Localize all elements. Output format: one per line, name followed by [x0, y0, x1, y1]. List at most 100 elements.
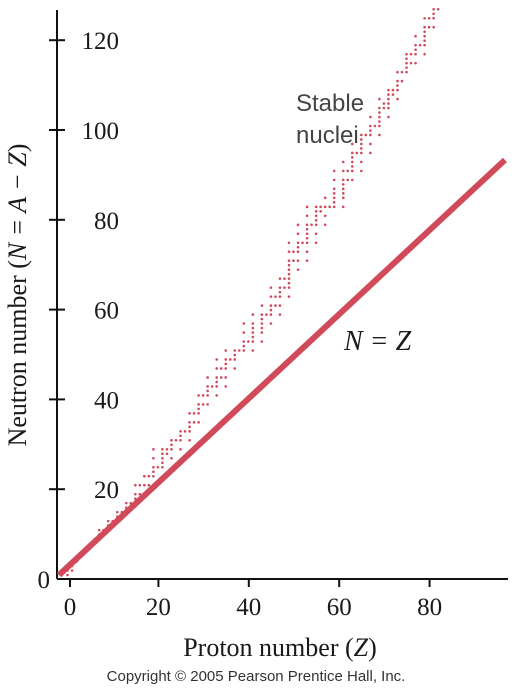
stable-nucleus-point — [360, 133, 363, 137]
stable-nucleus-point — [215, 367, 218, 370]
x-axis-label: Proton number (Z) — [183, 633, 377, 662]
stable-nucleus-point — [423, 52, 426, 56]
stable-nucleus-point — [378, 111, 381, 114]
stable-nucleus-point — [360, 160, 363, 164]
y-tick-label: 40 — [94, 387, 119, 414]
y-axis-label-suffix: ) — [3, 144, 32, 153]
stable-nucleus-point — [224, 376, 228, 379]
stable-nucleus-point — [165, 452, 169, 456]
stable-nucleus-point — [387, 106, 390, 110]
stable-nucleus-point — [192, 421, 196, 424]
stable-nucleus-point — [206, 376, 209, 379]
stable-nucleus-point — [147, 474, 151, 478]
stable-nucleus-point — [260, 340, 264, 343]
stable-nucleus-point — [278, 290, 282, 294]
stable-nucleus-point — [350, 178, 354, 182]
stable-nucleus-point — [405, 52, 408, 56]
stable-nucleus-point — [260, 326, 264, 330]
stable-nucleus-point — [409, 61, 413, 65]
stable-nucleus-point — [287, 281, 291, 285]
stable-nucleus-point — [242, 340, 246, 343]
copyright-notice: Copyright © 2005 Pearson Prentice Hall, … — [106, 668, 406, 685]
y-tick-label: 80 — [94, 208, 119, 235]
stable-nucleus-point — [373, 124, 377, 128]
stable-nucleus-point — [387, 88, 390, 92]
stable-nucleus-point — [161, 456, 164, 460]
stable-nucleus-point — [369, 151, 372, 155]
stable-nucleus-point — [206, 389, 209, 393]
stable-nucleus-point — [265, 313, 268, 316]
stable-nucleus-point — [224, 358, 228, 361]
stable-nucleus-point — [188, 439, 191, 442]
stable-nucleus-point — [287, 259, 291, 263]
stable-nucleus-point — [97, 528, 101, 532]
stable-nucleus-point — [423, 25, 426, 29]
stable-nucleus-point — [224, 385, 228, 388]
stable-nucleus-point — [152, 470, 155, 474]
stable-nuclei-label-line1: Stable — [296, 90, 364, 117]
stable-nucleus-point — [369, 133, 372, 137]
stable-nucleus-point — [414, 61, 417, 65]
stable-nucleus-point — [369, 142, 372, 146]
stable-nucleus-point — [387, 102, 390, 105]
stable-nucleus-point — [323, 223, 327, 227]
stable-nucleus-point — [197, 407, 200, 411]
stable-nucleus-point — [305, 259, 309, 263]
stable-nucleus-point — [147, 483, 151, 487]
stable-nucleus-point — [387, 93, 390, 96]
stable-nucleus-point — [323, 196, 327, 200]
stable-nucleus-point — [152, 465, 155, 469]
y-axis-label-formula: N = A − Z — [3, 152, 32, 261]
stable-nucleus-point — [378, 133, 381, 137]
stable-nucleus-point — [423, 16, 426, 20]
y-tick-label: 100 — [82, 118, 120, 145]
stable-nucleus-point — [260, 322, 264, 325]
stable-nucleus-point — [364, 133, 368, 137]
stable-nucleus-point — [161, 447, 164, 451]
stable-nucleus-point — [237, 349, 241, 352]
stable-nucleus-point — [396, 79, 399, 83]
stable-nucleus-point — [314, 232, 318, 236]
stable-nucleus-point — [405, 61, 408, 65]
stable-nucleus-point — [278, 286, 282, 289]
stable-nucleus-point — [418, 43, 422, 47]
stable-nucleus-point — [396, 88, 399, 92]
stable-nucleus-point — [391, 93, 395, 96]
y-tick-label: 60 — [94, 298, 119, 325]
stable-nucleus-point — [400, 70, 404, 74]
stable-nucleus-point — [378, 124, 381, 128]
stable-nucleus-point — [201, 394, 205, 397]
stable-nucleus-point — [323, 205, 327, 209]
stable-nucleus-point — [170, 439, 173, 442]
stable-nucleus-point — [269, 313, 273, 316]
stable-nuclei-series — [66, 7, 440, 577]
stable-nucleus-point — [341, 196, 345, 200]
x-axis-label-suffix: ) — [368, 633, 377, 662]
stable-nucleus-point — [269, 295, 273, 298]
stable-nucleus-point — [269, 308, 273, 312]
stable-nucleus-point — [423, 39, 426, 42]
stable-nucleus-point — [269, 304, 273, 307]
stable-nucleus-point — [360, 142, 363, 146]
stable-nucleus-point — [409, 52, 413, 56]
stable-nucleus-point — [305, 232, 309, 236]
stable-nucleus-point — [319, 205, 322, 209]
stable-nucleus-point — [215, 385, 218, 388]
stable-nucleus-point — [350, 165, 354, 168]
stable-nucleus-point — [206, 385, 209, 388]
y-tick-label: 20 — [94, 477, 119, 504]
stable-nucleus-point — [350, 160, 354, 164]
stable-nucleus-point — [233, 349, 237, 352]
stable-nucleus-point — [274, 304, 277, 307]
stable-nucleus-point — [414, 43, 417, 47]
stable-nucleus-point — [350, 151, 354, 155]
stable-nucleus-point — [156, 465, 160, 469]
stable-nucleus-point — [378, 115, 381, 119]
stable-nucleus-point — [278, 304, 282, 307]
stable-nucleus-point — [296, 245, 300, 249]
stable-nucleus-point — [314, 210, 318, 213]
stable-nucleus-point — [179, 434, 182, 438]
stable-nucleus-point — [332, 169, 336, 173]
stable-nucleus-point — [188, 421, 191, 424]
